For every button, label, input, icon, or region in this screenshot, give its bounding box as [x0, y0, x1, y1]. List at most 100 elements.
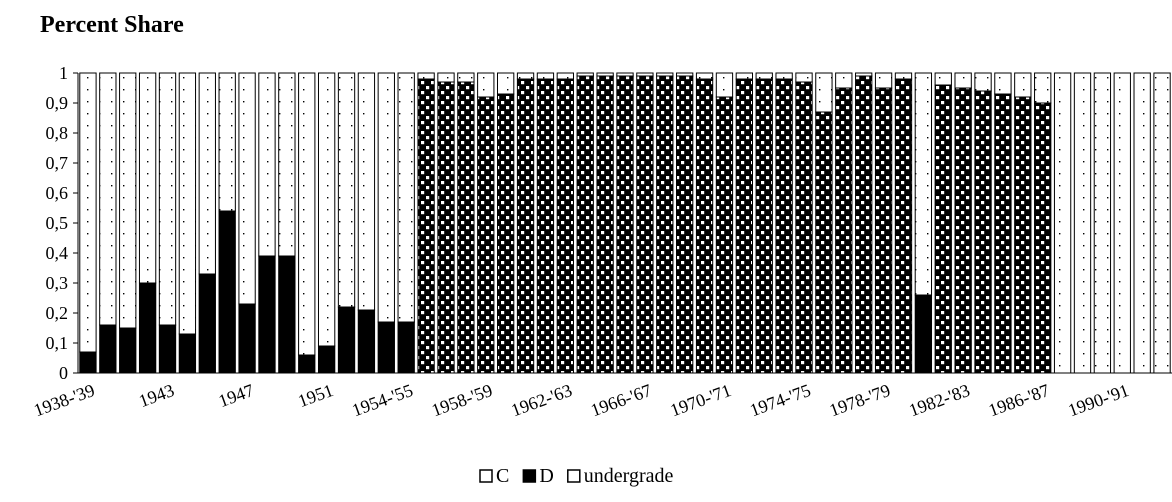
- bar-undergrade-43: [934, 72, 952, 86]
- bar-undergrade-4: [158, 72, 177, 326]
- bar-undergrade-40: [874, 72, 893, 89]
- bar-d-15: [377, 321, 395, 374]
- bar-undergrade-54: [1153, 72, 1171, 374]
- legend-swatch-undergrade: [567, 469, 581, 483]
- bar-undergrade-11: [298, 72, 316, 356]
- x-tick-label: 1982-'83: [906, 380, 972, 420]
- bar-undergrade-15: [377, 72, 395, 323]
- x-tick-label: 1947: [216, 380, 257, 411]
- bar-undergrade-53: [1133, 72, 1151, 374]
- bar-undergrade-39: [855, 72, 873, 77]
- legend-label-d: D: [539, 465, 553, 487]
- bar-c-34: [755, 78, 773, 374]
- y-tick-label: 0,9: [46, 93, 69, 113]
- bar-undergrade-37: [815, 72, 833, 113]
- bar-undergrade-34: [755, 72, 773, 80]
- x-tick-label: 1978-'79: [827, 380, 893, 420]
- bar-c-38: [835, 87, 853, 374]
- bar-undergrade-16: [397, 72, 415, 323]
- bar-undergrade-17: [417, 72, 435, 80]
- bar-undergrade-51: [1093, 72, 1112, 374]
- x-tick-label: 1986-'87: [986, 380, 1052, 420]
- bar-c-37: [815, 111, 833, 374]
- bar-undergrade-14: [357, 72, 376, 311]
- bar-c-31: [695, 78, 714, 374]
- bar-c-22: [516, 78, 535, 374]
- bar-c-17: [417, 78, 435, 374]
- bar-undergrade-36: [795, 72, 813, 83]
- bar-d-12: [317, 345, 336, 374]
- bar-d-0: [79, 351, 97, 374]
- bar-undergrade-41: [894, 72, 913, 80]
- bar-d-7: [218, 210, 236, 374]
- y-tick-label: 0,1: [46, 333, 69, 353]
- y-tick-label: 0,4: [46, 243, 69, 263]
- x-tick-label: 1962-'63: [508, 380, 574, 420]
- bar-d-16: [397, 321, 415, 374]
- bar-c-36: [795, 81, 813, 374]
- bar-undergrade-10: [278, 72, 296, 257]
- bar-d-1: [99, 324, 117, 374]
- bar-d-2: [119, 327, 137, 374]
- bar-c-26: [596, 75, 614, 374]
- bar-undergrade-21: [497, 72, 515, 95]
- bar-undergrade-35: [775, 72, 793, 80]
- bar-d-8: [238, 303, 256, 374]
- x-tick-label: 1974-'75: [747, 380, 813, 420]
- bar-c-44: [954, 87, 972, 374]
- bar-undergrade-50: [1073, 72, 1092, 374]
- x-tick-label: 1938-'39: [31, 380, 97, 420]
- bar-undergrade-25: [576, 72, 594, 77]
- bar-undergrade-13: [337, 72, 356, 308]
- bar-undergrade-24: [556, 72, 574, 80]
- bar-undergrade-47: [1014, 72, 1032, 98]
- bar-undergrade-27: [616, 72, 634, 77]
- bar-undergrade-20: [477, 72, 495, 98]
- bar-c-21: [497, 93, 515, 374]
- bar-undergrade-52: [1113, 72, 1131, 374]
- bar-c-46: [994, 93, 1012, 374]
- bar-c-28: [636, 75, 654, 374]
- bar-c-19: [457, 81, 475, 374]
- bar-undergrade-31: [695, 72, 714, 80]
- y-tick-label: 0,6: [46, 183, 69, 203]
- bar-c-29: [656, 75, 674, 374]
- bar-d-13: [337, 306, 356, 374]
- x-tick-label: 1958-'59: [429, 380, 495, 420]
- bar-c-47: [1014, 96, 1032, 374]
- bar-undergrade-32: [715, 72, 734, 98]
- bar-d-5: [178, 333, 197, 374]
- bar-c-39: [855, 75, 873, 374]
- bar-c-24: [556, 78, 574, 374]
- y-tick-label: 0,2: [46, 303, 69, 323]
- bar-c-27: [616, 75, 634, 374]
- bar-undergrade-48: [1034, 72, 1052, 104]
- bar-d-3: [138, 282, 157, 374]
- bar-c-18: [437, 81, 455, 374]
- bar-undergrade-8: [238, 72, 256, 305]
- bar-undergrade-19: [457, 72, 475, 83]
- bar-undergrade-23: [536, 72, 555, 80]
- bar-c-48: [1034, 102, 1052, 374]
- bar-undergrade-9: [258, 72, 276, 257]
- legend-swatch-c: [479, 469, 493, 483]
- bar-d-11: [298, 354, 316, 374]
- bar-undergrade-33: [735, 72, 754, 80]
- bar-c-33: [735, 78, 754, 374]
- bar-undergrade-38: [835, 72, 853, 89]
- bar-undergrade-0: [79, 72, 97, 353]
- x-tick-label: 1970-'71: [668, 380, 734, 420]
- bar-undergrade-18: [437, 72, 455, 83]
- bar-d-14: [357, 309, 376, 374]
- y-tick-label: 0: [59, 363, 68, 383]
- bar-undergrade-28: [636, 72, 654, 77]
- bar-undergrade-49: [1053, 72, 1072, 374]
- bar-d-10: [278, 255, 296, 374]
- bar-c-20: [477, 96, 495, 374]
- x-tick-label: 1951: [295, 380, 336, 411]
- bar-undergrade-22: [516, 72, 535, 80]
- x-tick-label: 1966-'67: [588, 380, 654, 420]
- bar-undergrade-1: [99, 72, 117, 326]
